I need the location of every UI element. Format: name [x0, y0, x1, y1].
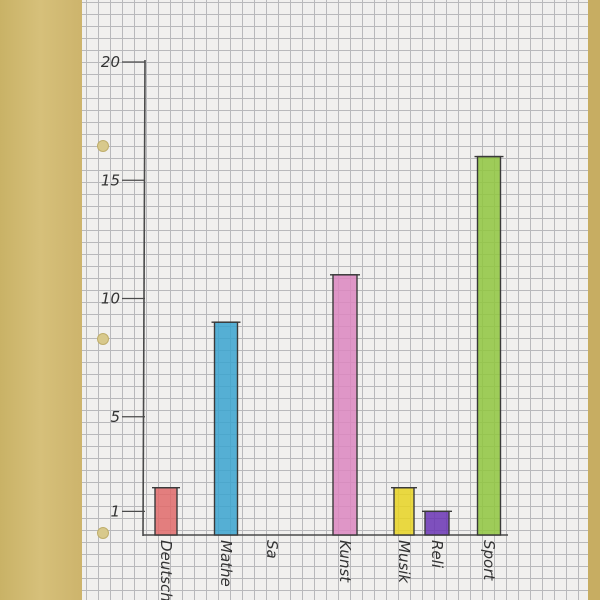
y-tick-label: 1	[110, 502, 120, 520]
x-tick-label: Sa	[263, 540, 281, 559]
x-tick-label: Kunst	[336, 540, 354, 583]
y-tick-label: 20	[101, 53, 120, 71]
x-tick-label: Sport	[480, 540, 498, 581]
bar-kunst	[332, 274, 358, 536]
bar-deutsch	[154, 487, 178, 536]
bar-sport	[476, 155, 502, 536]
punch-hole	[97, 333, 109, 345]
y-tick-label: 10	[101, 290, 120, 308]
bar-mathe	[213, 321, 239, 536]
punch-hole	[97, 527, 109, 539]
x-tick-label: Musik	[395, 540, 413, 584]
bar-reli	[424, 510, 450, 536]
punch-hole	[97, 140, 109, 152]
x-tick-label: Deutsch	[157, 540, 175, 600]
x-tick-label: Mathe	[217, 540, 235, 587]
x-tick-label: Reli	[428, 540, 446, 569]
bar-musik	[393, 487, 415, 536]
y-tick-label: 5	[110, 408, 120, 426]
y-tick-label: 15	[101, 171, 120, 189]
